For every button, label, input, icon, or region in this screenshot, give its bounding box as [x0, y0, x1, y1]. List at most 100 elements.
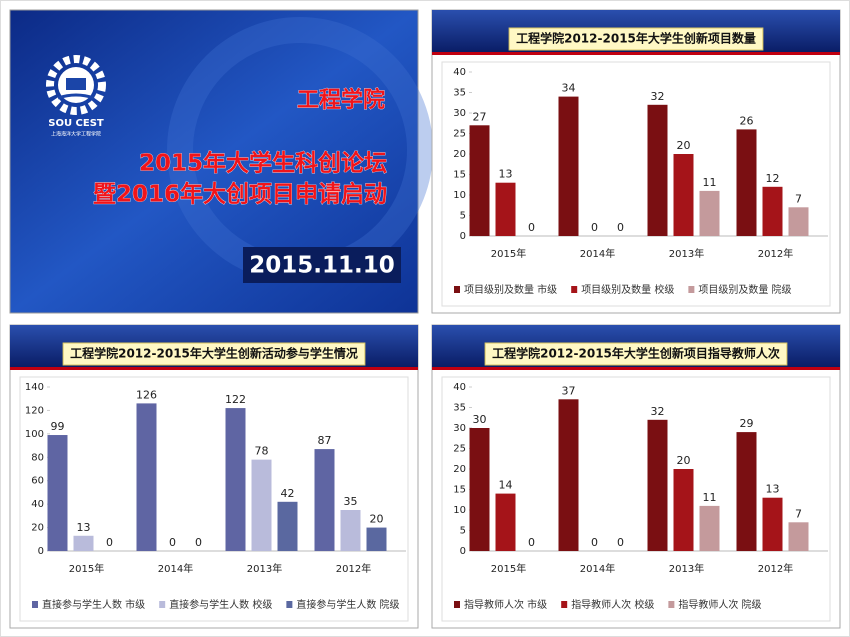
legend-label: 直接参与学生人数 院级	[296, 598, 399, 611]
bar	[788, 522, 809, 551]
header-rule	[432, 52, 840, 55]
legend-swatch	[286, 601, 293, 608]
chart-panel: 工程学院2012-2015年大学生创新项目指导教师人次 0 5 10 15 20 25 30 3…	[431, 324, 841, 629]
bar	[469, 428, 490, 551]
legend-label: 指导教师人次 市级	[464, 598, 547, 611]
data-label: 13	[77, 521, 91, 534]
data-label: 0	[528, 221, 535, 234]
legend-swatch	[688, 286, 695, 293]
y-tick-label: 120	[25, 405, 44, 416]
logo: SOU CEST 上海海洋大学工程学院	[46, 55, 106, 138]
y-tick-label: 0	[460, 231, 466, 242]
slide-title: 工程学院	[297, 87, 385, 113]
title-slide: SOU CEST 上海海洋大学工程学院 工程学院 2015年大学生科创论坛 暨2…	[9, 9, 433, 314]
x-tick-label: 2015年	[491, 562, 526, 575]
title-box	[508, 27, 764, 51]
bar	[558, 96, 579, 236]
legend-label: 直接参与学生人数 校级	[169, 598, 272, 611]
data-label: 0	[591, 536, 598, 549]
legend-label: 项目级别及数量 院级	[698, 283, 791, 296]
x-tick-label: 2012年	[336, 562, 371, 575]
data-label: 32	[651, 405, 665, 418]
legend-swatch	[32, 601, 38, 608]
data-label: 13	[499, 168, 513, 181]
legend-swatch	[571, 286, 578, 293]
data-label: 0	[617, 536, 624, 549]
data-label: 7	[795, 507, 802, 520]
plot-frame	[441, 61, 831, 307]
x-tick-label: 2014年	[580, 562, 615, 575]
x-tick-label: 2015年	[69, 562, 104, 575]
data-label: 14	[499, 479, 513, 492]
title-box	[62, 342, 366, 366]
chart-title: 工程学院2012-2015年大学生创新项目指导教师人次	[492, 346, 780, 361]
x-tick-label: 2014年	[158, 562, 193, 575]
data-label: 26	[740, 114, 754, 127]
y-tick-label: 35	[453, 88, 466, 99]
bar	[366, 527, 387, 551]
data-label: 78	[255, 445, 269, 458]
logo-name: SOU CEST	[48, 118, 104, 129]
data-label: 12	[766, 172, 780, 185]
bar	[277, 501, 298, 551]
y-tick-label: 80	[31, 452, 44, 463]
bar	[136, 403, 157, 551]
x-tick-label: 2014年	[580, 247, 615, 260]
legend-label: 指导教师人次 校级	[571, 598, 654, 611]
bar	[73, 535, 94, 551]
panel-bg	[431, 9, 841, 314]
bar	[736, 129, 757, 236]
header-rule	[432, 367, 840, 370]
bar	[251, 459, 272, 551]
data-label: 13	[766, 483, 780, 496]
panel-bg	[9, 324, 419, 629]
y-tick-label: 0	[460, 546, 466, 557]
y-tick-label: 60	[31, 476, 44, 487]
logo-subtitle: 上海海洋大学工程学院	[51, 131, 101, 138]
bar	[47, 435, 68, 551]
legend-swatch	[454, 286, 460, 293]
data-label: 99	[51, 420, 65, 433]
data-label: 20	[677, 454, 691, 467]
chart-panel: 工程学院2012-2015年大学生创新项目数量 0 5 10 15 20 25 30 35 40 2…	[431, 9, 841, 314]
data-label: 7	[795, 192, 802, 205]
x-tick-label: 2012年	[758, 562, 793, 575]
bar	[673, 469, 694, 551]
bar	[495, 182, 516, 236]
y-tick-label: 25	[453, 444, 466, 455]
data-label: 34	[562, 82, 576, 95]
data-label: 0	[591, 221, 598, 234]
data-label: 122	[225, 393, 246, 406]
bar	[762, 186, 783, 236]
plot-frame	[19, 376, 409, 622]
date-box	[243, 247, 401, 283]
plot-frame	[441, 376, 831, 622]
legend-label: 项目级别及数量 市级	[464, 283, 557, 296]
bar	[736, 432, 757, 551]
data-label: 20	[677, 139, 691, 152]
chart-title: 工程学院2012-2015年大学生创新活动参与学生情况	[70, 346, 358, 361]
y-tick-label: 35	[453, 403, 466, 414]
y-tick-label: 100	[25, 429, 44, 440]
data-label: 11	[703, 176, 717, 189]
bar	[699, 505, 720, 551]
legend-swatch	[668, 601, 675, 608]
data-label: 0	[169, 536, 176, 549]
bar	[647, 104, 668, 236]
panel-bg	[431, 324, 841, 629]
data-label: 37	[562, 384, 576, 397]
data-label: 0	[106, 536, 113, 549]
legend-label: 指导教师人次 院级	[678, 598, 761, 611]
y-tick-label: 40	[453, 67, 466, 78]
slide-line: 暨2016年大创项目申请启动	[93, 181, 387, 208]
bar	[340, 510, 361, 551]
y-tick-label: 10	[453, 190, 466, 201]
y-tick-label: 30	[453, 108, 466, 119]
y-tick-label: 5	[460, 211, 466, 222]
y-tick-label: 140	[25, 382, 44, 393]
slide-line: 2015年大学生科创论坛	[139, 150, 387, 177]
bar	[647, 419, 668, 551]
y-tick-label: 20	[453, 464, 466, 475]
